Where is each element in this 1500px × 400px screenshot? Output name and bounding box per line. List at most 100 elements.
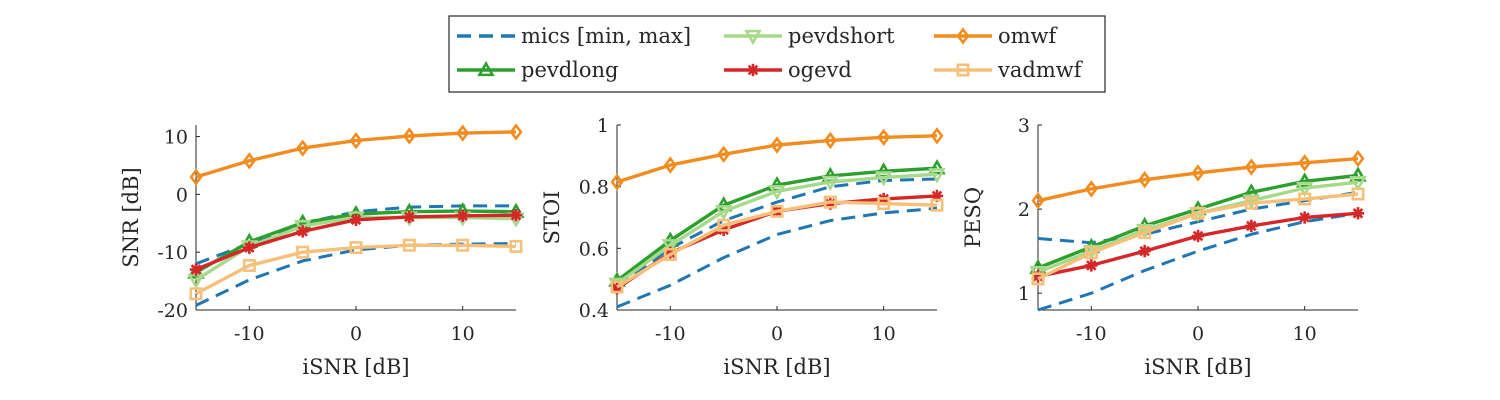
legend-item-pevdlong: pevdlong [457, 58, 619, 82]
point-vadmwf [456, 238, 470, 252]
legend-box [448, 15, 1106, 93]
series-ogevd [189, 209, 523, 276]
y-tick-label: 0.8 [579, 177, 609, 199]
point-ogevd [1138, 244, 1151, 258]
point-pevdshort [661, 239, 680, 255]
x-tick-label: 10 [872, 323, 896, 345]
series-mics [616, 177, 938, 289]
point-ogevd [1351, 207, 1365, 220]
point-ogevd [189, 263, 203, 276]
chart-pesq: 1 2 3 -10 0 10 iSNR [dB] PESQ [961, 115, 1367, 379]
legend-item-ogevd: ogevd [724, 58, 852, 82]
y-tick-label: 10 [164, 127, 188, 149]
legend-label-mics: mics [min, max] [521, 24, 691, 48]
series-line-vadmwf [1037, 192, 1359, 281]
point-omwf [242, 152, 256, 170]
legend-label-vadmwf: vadmwf [997, 58, 1084, 82]
point-vadmwf [1351, 187, 1365, 201]
point-ogevd [456, 209, 469, 222]
point-ogevd [349, 213, 363, 226]
point-pevdshort [874, 171, 893, 187]
x-tick-label: -10 [1076, 323, 1107, 345]
point-vadmwf [296, 245, 310, 259]
legend-marker-ogevd [746, 63, 760, 77]
point-omwf [1138, 170, 1152, 189]
y-tick-label: -20 [157, 300, 188, 322]
legend-marker-pevdshort [744, 29, 762, 46]
series-vadmwf [189, 238, 523, 301]
point-vadmwf [877, 197, 891, 211]
y-tick-label: 1 [597, 115, 609, 137]
legend-marker-vadmwf [956, 63, 970, 77]
legend-item-omwf: omwf [934, 24, 1059, 48]
x-tick-label: 0 [771, 323, 783, 345]
point-vadmwf [1138, 226, 1152, 240]
series-omwf [189, 123, 523, 186]
point-omwf [1351, 149, 1365, 168]
series-line-pevdlong [615, 166, 938, 283]
point-omwf [1031, 192, 1045, 210]
point-ogevd [403, 210, 416, 224]
point-omwf [1298, 154, 1312, 172]
point-pevdshort [1349, 176, 1367, 192]
series-line-omwf [195, 130, 517, 179]
legend-label-pevdlong: pevdlong [521, 58, 619, 82]
point-vadmwf [610, 280, 624, 294]
y-axis-label: STOI [540, 191, 564, 245]
point-ogevd [1085, 259, 1098, 272]
point-ogevd [509, 209, 523, 222]
point-vadmwf [717, 218, 731, 232]
y-tick-label: 3 [1018, 115, 1030, 137]
point-vadmwf [1084, 246, 1098, 260]
chart-snr: -20 -10 0 10 -10 0 10 iSNR [dB] SNR [dB] [119, 123, 525, 379]
x-tick-label: 0 [350, 323, 362, 345]
point-omwf [770, 136, 784, 154]
point-pevdlong [1349, 166, 1367, 182]
point-ogevd [296, 225, 309, 238]
series-line-omwf [1037, 156, 1359, 203]
series-line-mics [616, 206, 938, 309]
point-pevdshort [821, 175, 840, 192]
point-pevdshort [928, 168, 946, 184]
legend-item-vadmwf: vadmwf [934, 58, 1084, 82]
point-pevdshort [1295, 181, 1314, 198]
point-omwf [349, 131, 363, 150]
series-pevdlong [608, 159, 946, 287]
point-vadmwf [930, 198, 944, 212]
y-axis-label: SNR [dB] [119, 167, 143, 268]
series-line-mics [1037, 211, 1359, 312]
x-axis-label: iSNR [dB] [302, 355, 409, 379]
point-omwf [1244, 158, 1258, 176]
x-axis-label: iSNR [dB] [1144, 355, 1251, 379]
point-omwf [877, 128, 891, 146]
series-omwf [1031, 149, 1365, 210]
x-tick-label: 10 [1293, 323, 1317, 345]
y-tick-label: 2 [1018, 199, 1030, 221]
series-line-pevdshort [616, 172, 938, 286]
point-pevdlong [928, 159, 946, 175]
series-vadmwf [1031, 187, 1365, 286]
point-vadmwf [402, 238, 416, 252]
series-line-vadmwf [195, 243, 517, 296]
point-vadmwf [1298, 192, 1312, 206]
series-line-vadmwf [616, 200, 938, 289]
x-tick-label: 0 [1192, 323, 1204, 345]
legend-marker-omwf [956, 27, 970, 45]
point-vadmwf [242, 258, 256, 272]
point-vadmwf [663, 248, 677, 262]
x-axis-label: iSNR [dB] [723, 355, 830, 379]
point-vadmwf [189, 287, 203, 301]
point-vadmwf [823, 195, 837, 209]
point-omwf [663, 156, 677, 174]
legend-label-pevdshort: pevdshort [788, 24, 895, 48]
point-omwf [823, 131, 837, 150]
y-tick-label: 0.6 [579, 238, 609, 260]
legend-item-pevdshort: pevdshort [724, 24, 895, 48]
point-omwf [610, 173, 624, 191]
point-omwf [509, 123, 523, 141]
point-omwf [296, 139, 310, 157]
point-pevdshort [768, 185, 786, 201]
point-vadmwf [1244, 196, 1258, 210]
point-vadmwf [349, 241, 363, 255]
